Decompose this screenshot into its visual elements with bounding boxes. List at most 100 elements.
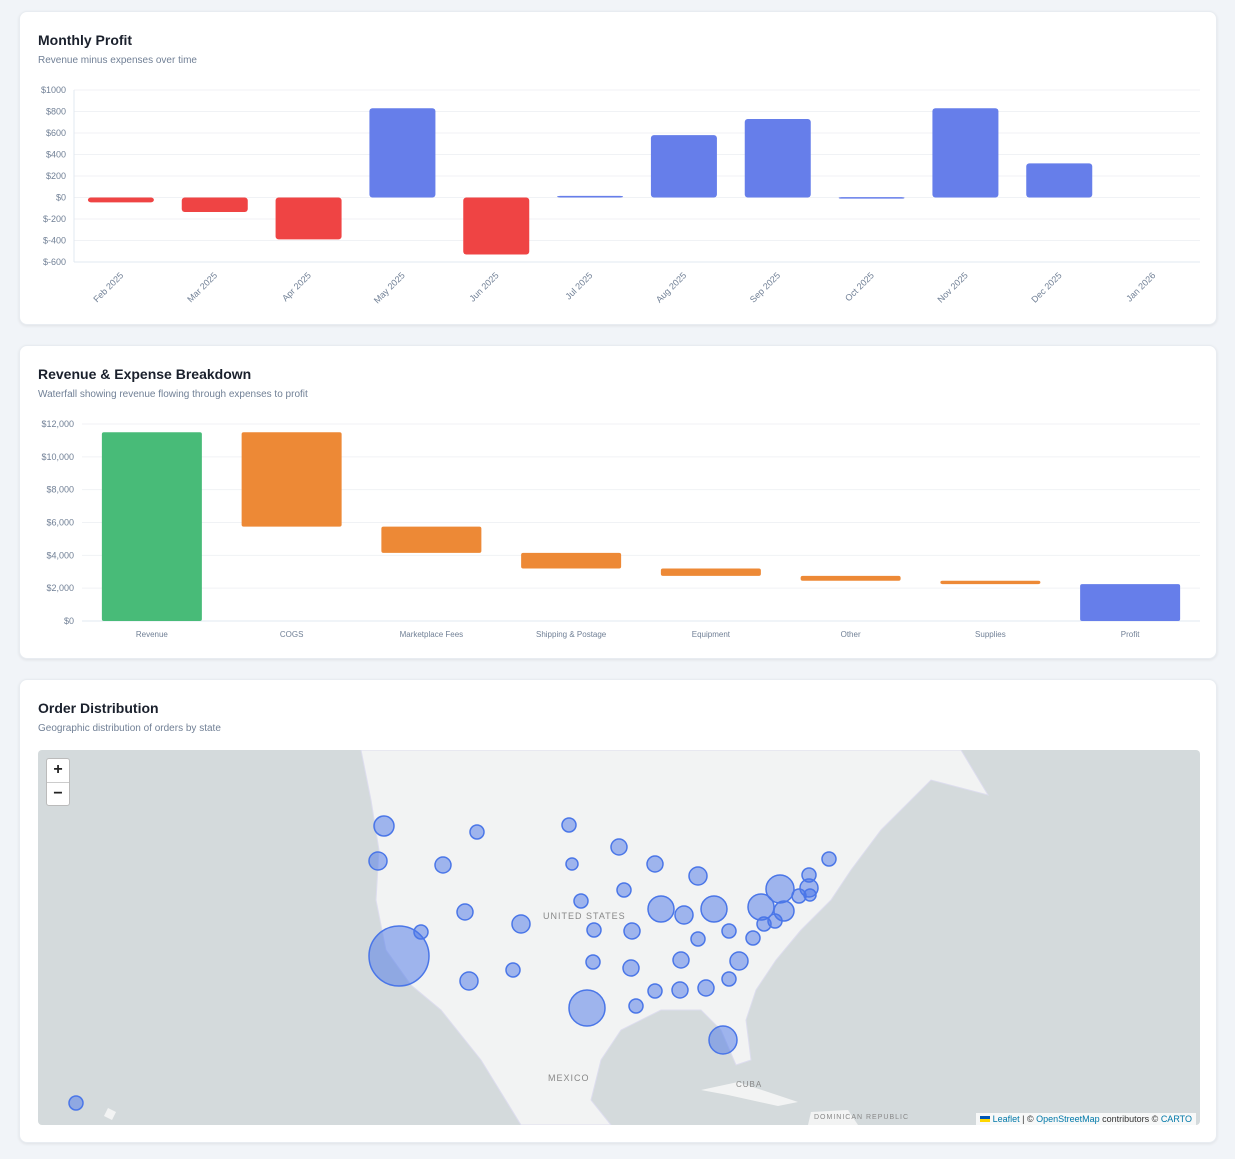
order-marker[interactable] [373, 815, 395, 837]
order-marker[interactable] [586, 922, 602, 938]
monthly-profit-card: Monthly Profit Revenue minus expenses ov… [19, 11, 1217, 325]
order-marker[interactable] [368, 851, 388, 871]
order-marker[interactable] [745, 930, 761, 946]
zoom-in-button[interactable]: + [53, 761, 63, 778]
card-subtitle: Geographic distribution of orders by sta… [38, 723, 221, 734]
attr-contrib: contributors © [1099, 1114, 1161, 1124]
y-tick-label: $6,000 [46, 518, 74, 528]
bar [557, 195, 624, 198]
order-marker[interactable] [688, 866, 708, 886]
y-tick-label: $8,000 [46, 485, 74, 495]
y-tick-label: $600 [46, 128, 66, 138]
order-marker[interactable] [368, 925, 430, 987]
x-tick-label: Shipping & Postage [536, 630, 607, 639]
zoom-out-button[interactable]: − [47, 782, 69, 805]
order-marker[interactable] [434, 856, 452, 874]
bar [381, 526, 482, 553]
land-hispaniola [808, 1110, 858, 1125]
x-tick-label: Jan 2026 [1124, 270, 1157, 303]
bar [181, 197, 248, 213]
order-marker[interactable] [628, 998, 644, 1014]
order-distribution-card: Order Distribution Geographic distributi… [19, 679, 1217, 1143]
osm-link[interactable]: OpenStreetMap [1036, 1114, 1100, 1124]
order-marker[interactable] [68, 1095, 84, 1111]
bar [101, 432, 202, 621]
order-marker[interactable] [622, 959, 640, 977]
y-tick-label: $200 [46, 171, 66, 181]
label-mexico: MEXICO [548, 1073, 590, 1083]
order-marker[interactable] [610, 838, 628, 856]
label-united-states: UNITED STATES [543, 911, 626, 921]
y-tick-label: $4,000 [46, 550, 74, 560]
order-marker[interactable] [697, 979, 715, 997]
y-tick-label: $800 [46, 107, 66, 117]
bar [369, 108, 436, 198]
x-tick-label: Apr 2025 [280, 270, 313, 303]
order-marker[interactable] [672, 951, 690, 969]
order-marker[interactable] [459, 971, 479, 991]
label-cuba: CUBA [736, 1080, 762, 1089]
order-marker[interactable] [729, 951, 749, 971]
y-tick-label: $-400 [43, 236, 66, 246]
x-tick-label: May 2025 [372, 270, 407, 305]
bar [800, 575, 901, 581]
y-tick-label: $0 [64, 616, 74, 626]
card-subtitle: Revenue minus expenses over time [38, 55, 197, 66]
order-marker[interactable] [623, 922, 641, 940]
order-marker[interactable] [505, 962, 521, 978]
order-marker[interactable] [647, 895, 675, 923]
land-cuba [701, 1082, 798, 1106]
order-marker[interactable] [690, 931, 706, 947]
x-tick-label: Other [841, 630, 861, 639]
bar [521, 552, 622, 569]
y-tick-label: $0 [56, 193, 66, 203]
waterfall-chart: $12,000 $10,000 $8,000 $6,000 $4,000 $2,000 $0… [41, 419, 1200, 639]
order-marker[interactable] [646, 855, 664, 873]
order-map[interactable]: + − UNITED STATES MEXICO CUBA DOMINICAN … [38, 750, 1200, 1125]
y-tick-label: $-600 [43, 257, 66, 267]
y-tick-label: $400 [46, 150, 66, 160]
x-tick-label: Supplies [975, 630, 1006, 639]
zoom-control: + − [46, 758, 70, 806]
x-tick-label: Jun 2025 [467, 270, 500, 303]
monthly-profit-chart: $1000 $800 $600 $400 $200 $0 $-200 $-400 $-600 Fe… [41, 85, 1200, 305]
order-marker[interactable] [561, 817, 577, 833]
order-marker[interactable] [585, 954, 601, 970]
order-marker[interactable] [511, 914, 531, 934]
leaflet-link[interactable]: Leaflet [992, 1114, 1020, 1124]
order-marker[interactable] [708, 1025, 738, 1055]
bar [241, 432, 342, 527]
x-tick-label: Revenue [136, 630, 169, 639]
order-marker[interactable] [647, 983, 663, 999]
land-hawaii [104, 1108, 116, 1120]
y-tick-label: $10,000 [41, 452, 74, 462]
y-tick-label: $-200 [43, 214, 66, 224]
order-marker[interactable] [721, 971, 737, 987]
y-tick-label: $2,000 [46, 583, 74, 593]
order-marker[interactable] [671, 981, 689, 999]
x-tick-label: Dec 2025 [1029, 270, 1063, 304]
label-dominican-republic: DOMINICAN REPUBLIC [814, 1114, 909, 1121]
x-tick-label: Equipment [692, 630, 731, 639]
order-marker[interactable] [573, 893, 589, 909]
ukraine-flag-icon [979, 1116, 990, 1122]
order-marker[interactable] [674, 905, 694, 925]
bar [463, 197, 530, 255]
order-marker[interactable] [456, 903, 474, 921]
order-marker[interactable] [756, 916, 772, 932]
bar [932, 108, 999, 198]
bar [650, 135, 717, 198]
map-attribution: Leaflet | © OpenStreetMap contributors ©… [975, 1113, 1196, 1125]
land-north-america [360, 750, 990, 1125]
order-marker[interactable] [821, 851, 837, 867]
order-marker[interactable] [469, 824, 485, 840]
order-marker[interactable] [803, 888, 817, 902]
order-marker[interactable] [700, 895, 728, 923]
order-marker[interactable] [565, 857, 579, 871]
order-marker[interactable] [616, 882, 632, 898]
x-tick-label: Sep 2025 [748, 270, 782, 304]
card-title: Monthly Profit [38, 32, 133, 48]
order-marker[interactable] [721, 923, 737, 939]
order-marker[interactable] [568, 989, 606, 1027]
carto-link[interactable]: CARTO [1160, 1114, 1192, 1124]
